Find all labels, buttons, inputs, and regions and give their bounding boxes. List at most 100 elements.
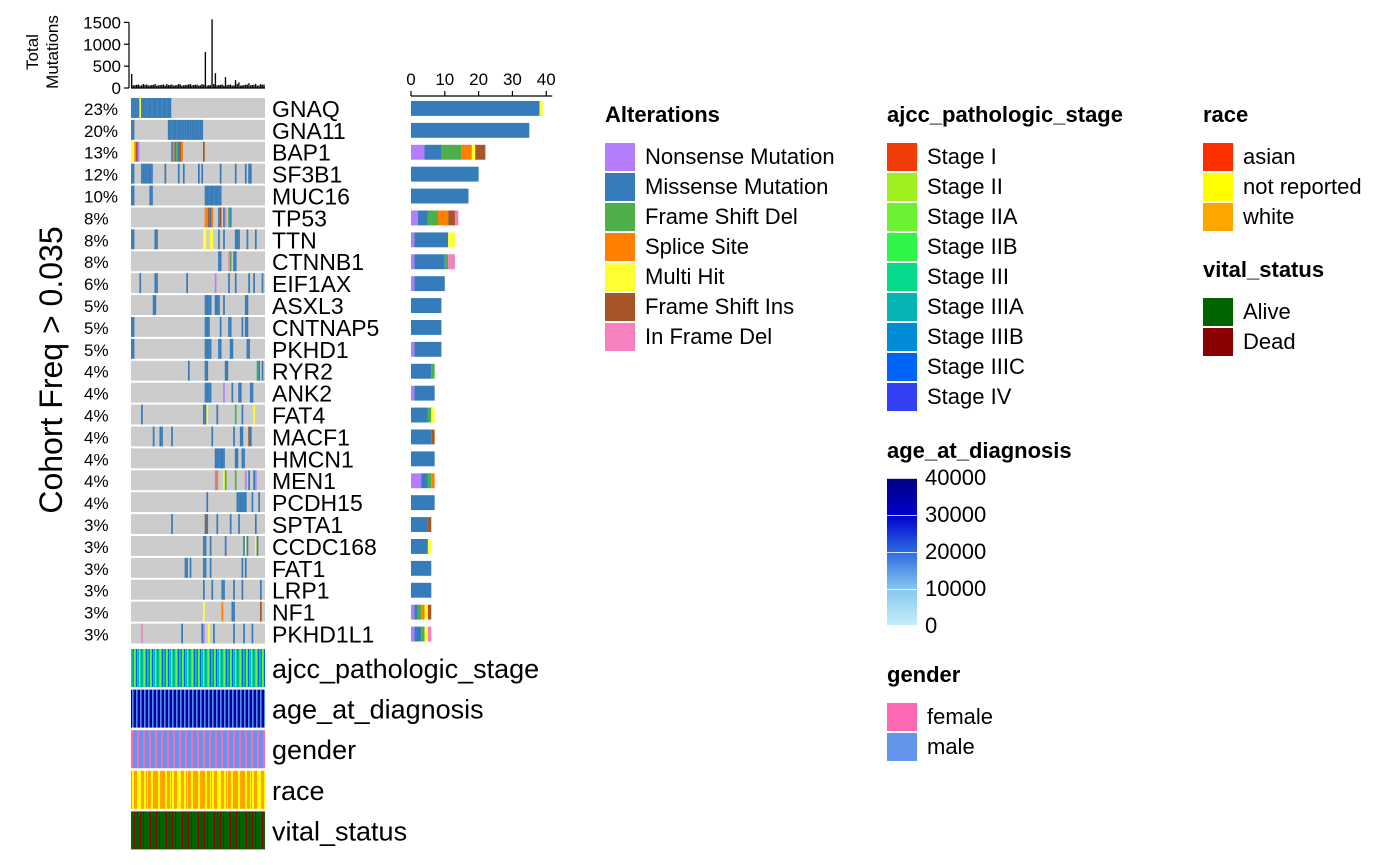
total-mutation-bar — [211, 19, 213, 89]
annotation-cell — [147, 770, 149, 809]
annotation-cell — [137, 770, 139, 809]
annotation-cell — [246, 811, 248, 850]
annotation-cell — [250, 689, 252, 728]
annotation-cell — [186, 689, 188, 728]
annotation-cell — [160, 649, 162, 687]
annotation-cell — [218, 649, 220, 687]
mutation-cell — [243, 492, 245, 513]
annotation-cell — [172, 811, 174, 850]
legend-swatch — [605, 323, 635, 351]
mutation-cell — [246, 338, 249, 359]
gene-name-label: EIF1AX — [272, 271, 351, 297]
annotation-cell — [256, 730, 258, 769]
annotation-cell — [255, 811, 257, 850]
gene-row-background — [131, 185, 265, 206]
annotation-cell — [203, 811, 205, 850]
mutation-cell — [201, 163, 204, 184]
annotation-cell — [148, 649, 150, 687]
mutation-cell — [167, 98, 170, 118]
annotation-cell — [177, 649, 179, 687]
total-mutation-bar — [164, 85, 166, 88]
annotation-cell — [225, 689, 227, 728]
mutation-cell — [159, 426, 162, 447]
annotation-cell — [191, 811, 193, 850]
annotation-cell — [181, 770, 183, 809]
mutation-cell — [206, 360, 209, 381]
total-mutation-bar — [157, 85, 160, 88]
annotation-cell — [261, 730, 263, 769]
mutation-cell — [231, 338, 234, 359]
mutation-cell — [259, 579, 262, 600]
annotation-cell — [206, 730, 208, 769]
legend-label: In Frame Del — [645, 324, 773, 349]
annotation-cell — [178, 730, 180, 769]
mutation-cell — [248, 470, 250, 491]
mutation-cell — [201, 119, 204, 140]
gene-name-label: MACF1 — [272, 424, 350, 450]
mutation-cell — [167, 119, 170, 140]
annotation-cell — [234, 811, 236, 850]
annotation-cell — [151, 811, 153, 850]
annotation-cell — [225, 811, 227, 850]
top-axis-tick-label: 1000 — [83, 35, 121, 54]
annotation-cell — [261, 649, 263, 687]
annotation-cell — [189, 770, 191, 809]
annotation-cell — [165, 730, 167, 769]
annotation-cell — [197, 730, 199, 769]
annotation-cell — [160, 770, 162, 809]
legend-swatch — [1203, 143, 1233, 171]
annotation-cell — [136, 649, 138, 687]
mutation-cell — [154, 98, 157, 118]
mutation-cell — [156, 229, 158, 250]
total-mutation-bar — [181, 85, 183, 88]
mutation-cell — [228, 273, 230, 294]
annotation-cell — [263, 770, 265, 809]
annotation-cell — [221, 649, 223, 687]
mutation-cell — [244, 317, 247, 337]
annotation-cell — [189, 649, 191, 687]
annotation-cell — [155, 811, 157, 850]
annotation-cell — [210, 649, 212, 687]
age-legend: age_at_diagnosis 40000 30000 20000 10000 0 — [887, 438, 1072, 638]
legend-label: Frame Shift Ins — [645, 294, 795, 319]
age-scale-tick-label: 0 — [925, 613, 938, 638]
annotation-cell — [161, 649, 163, 687]
annotation-cell — [261, 770, 263, 809]
annotation-cell — [220, 649, 222, 687]
annotation-cell — [259, 689, 261, 728]
mutation-cell — [141, 98, 143, 118]
annotation-cell — [235, 811, 237, 850]
annotation-cell — [142, 811, 144, 850]
vital-legend-title: vital_status — [1203, 257, 1325, 282]
annotation-cell — [144, 730, 146, 769]
gene-count-bar-segment — [424, 604, 428, 620]
mutation-cell — [249, 382, 252, 403]
mutation-cell — [224, 470, 227, 491]
gene-count-bar-segment — [438, 210, 449, 226]
annotation-cell — [256, 811, 258, 850]
mutation-cell — [238, 492, 240, 513]
mutation-cell — [131, 185, 133, 206]
mutation-cell — [216, 404, 219, 425]
legend-label: Stage IIIC — [927, 354, 1025, 379]
annotation-cell — [252, 730, 254, 769]
annotation-cell — [241, 649, 243, 687]
annotation-cell — [195, 730, 197, 769]
total-mutation-bar — [162, 84, 165, 88]
annotation-cell — [222, 689, 224, 728]
mutation-cell — [254, 470, 257, 491]
mutation-cell — [186, 273, 188, 294]
annotation-cell — [181, 689, 183, 728]
annotation-cell — [171, 770, 173, 809]
total-mutation-bar — [159, 85, 161, 88]
mutation-cell — [218, 448, 220, 469]
top-axis-tick-label: 0 — [112, 79, 121, 98]
gene-count-bar-segment — [411, 122, 530, 138]
annotation-cell — [185, 689, 187, 728]
annotation-cell — [144, 689, 146, 728]
mutation-cell — [132, 141, 135, 162]
annotation-cell — [238, 811, 240, 850]
annotation-cell — [190, 811, 192, 850]
annotation-cell — [148, 770, 150, 809]
annotation-cell — [142, 730, 144, 769]
